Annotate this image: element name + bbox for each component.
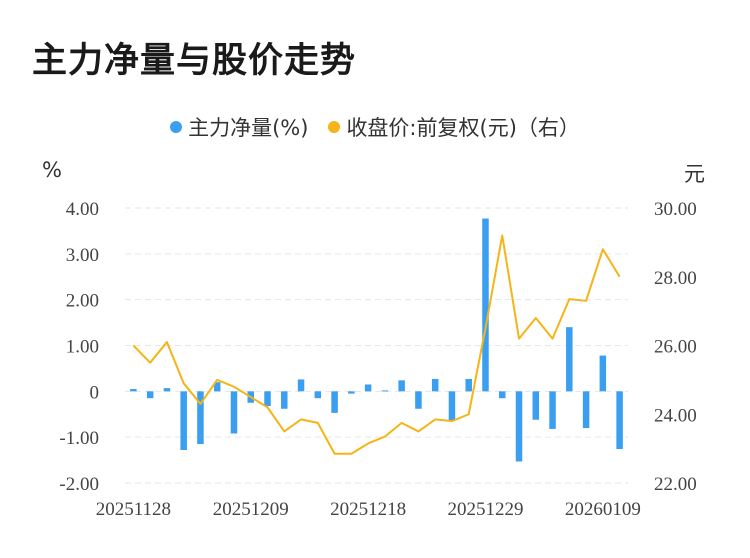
x-tick-label: 20251218 [330,499,406,520]
legend-item-close-price[interactable]: 收盘价:前复权(元)（右） [328,112,580,142]
right-axis-unit: 元 [684,162,705,186]
y-left-tick-label: 0 [90,382,100,403]
x-tick-label: 20251128 [96,499,171,520]
legend-label-close-price: 收盘价:前复权(元)（右） [346,116,580,140]
price-line [132,234,621,455]
bar [348,391,355,394]
bar [264,391,271,406]
y-left-tick-label: 4.00 [66,199,99,220]
bar [515,391,523,462]
bar [465,378,472,392]
bar [398,380,405,392]
legend-label-net-volume: 主力净量(%) [188,116,309,140]
y-left-tick-label: 2.00 [66,291,99,312]
bar [230,391,238,434]
bar [163,388,171,392]
bar [448,391,456,422]
bar [364,384,372,392]
y-left-tick-label: 3.00 [66,245,99,266]
x-tick-label: 20260109 [565,499,641,520]
bar [499,391,506,399]
bar [532,391,540,420]
y-right-tick-label: 24.00 [654,405,697,426]
bar [599,355,607,392]
y-right-tick-label: 26.00 [654,337,697,358]
bar [616,391,623,450]
bar [197,391,204,445]
bar [297,379,305,392]
bar [146,391,154,399]
y-left-tick-label: -1.00 [59,428,99,449]
bar [213,382,221,392]
y-left-tick-label: -2.00 [59,474,99,495]
bar [381,390,389,392]
y-right-tick-label: 30.00 [654,199,697,220]
bar [415,391,422,409]
bar [582,391,590,428]
legend-dot-line-icon [328,121,341,133]
legend-dot-bar-icon [170,121,183,133]
y-right-tick-label: 22.00 [654,474,697,495]
bar [130,389,137,392]
bar [431,378,439,392]
x-tick-label: 20251229 [447,499,523,520]
bar [482,218,489,392]
legend: 主力净量(%) 收盘价:前复权(元)（右） [0,112,750,142]
bar [549,391,556,429]
bar [314,391,322,399]
bar [180,391,187,450]
bar [281,391,288,409]
chart-title: 主力净量与股价走势 [32,41,357,81]
left-axis-unit: % [42,158,62,182]
y-left-tick-label: 1.00 [66,337,99,358]
bar [566,327,573,392]
y-right-tick-label: 28.00 [654,268,697,289]
legend-item-net-volume[interactable]: 主力净量(%) [170,112,308,142]
x-tick-label: 20251209 [213,499,289,520]
bar [331,391,338,413]
